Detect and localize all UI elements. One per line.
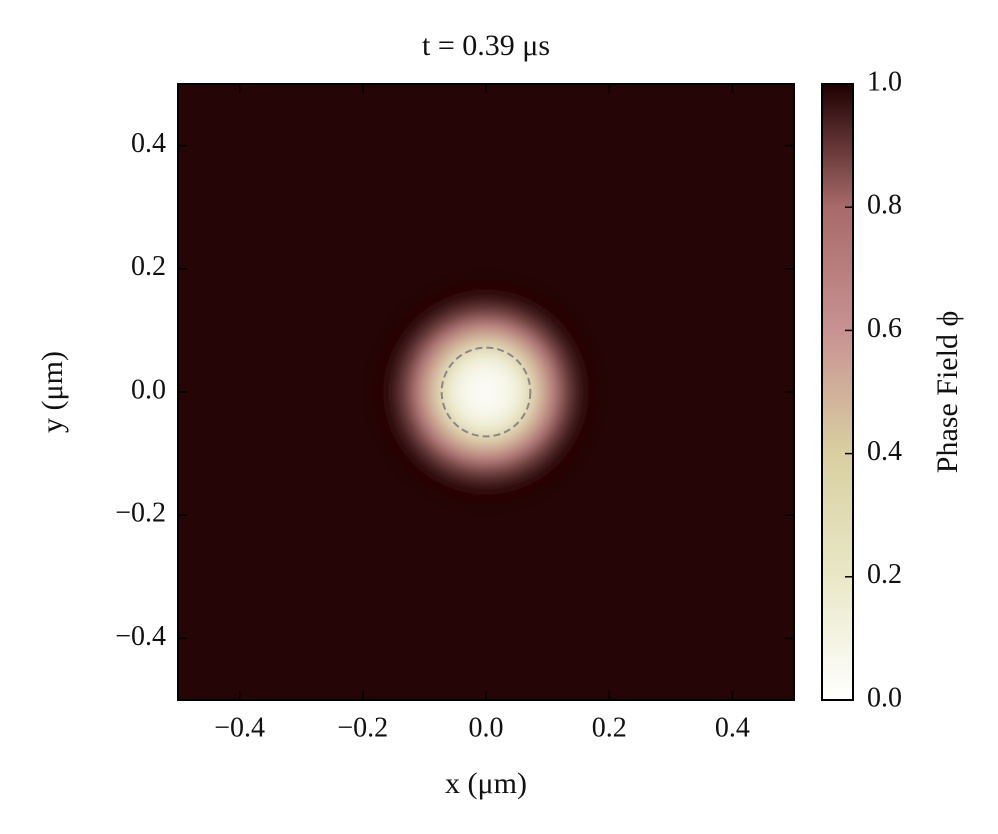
y-tick-label: 0.4 [131,128,166,159]
heatmap [178,84,794,700]
y-tick-label: 0.0 [131,374,166,405]
heatmap-ring [484,390,488,394]
colorbar-tick-label: 0.6 [867,313,902,344]
y-axis-label: y (μm) [36,351,69,433]
colorbar-tick-label: 1.0 [867,66,902,97]
colorbar [821,83,854,701]
x-tick-label: −0.4 [214,712,265,743]
colorbar-tick-label: 0.4 [867,436,902,467]
colorbar-tick-label: 0.8 [867,190,902,221]
x-tick-label: 0.4 [715,712,750,743]
x-tick-label: 0.0 [469,712,504,743]
colorbar-label: Phase Field ϕ [931,311,964,473]
colorbar-tick-label: 0.2 [867,559,902,590]
x-axis-label: x (μm) [445,767,527,800]
y-tick-label: −0.2 [115,498,166,529]
y-tick-label: −0.4 [115,621,166,652]
colorbar-tick-label: 0.0 [867,682,902,713]
x-tick-label: 0.2 [592,712,627,743]
y-tick-label: 0.2 [131,251,166,282]
chart-title: t = 0.39 μs [422,29,550,62]
contour [440,346,532,438]
x-tick-label: −0.2 [337,712,388,743]
